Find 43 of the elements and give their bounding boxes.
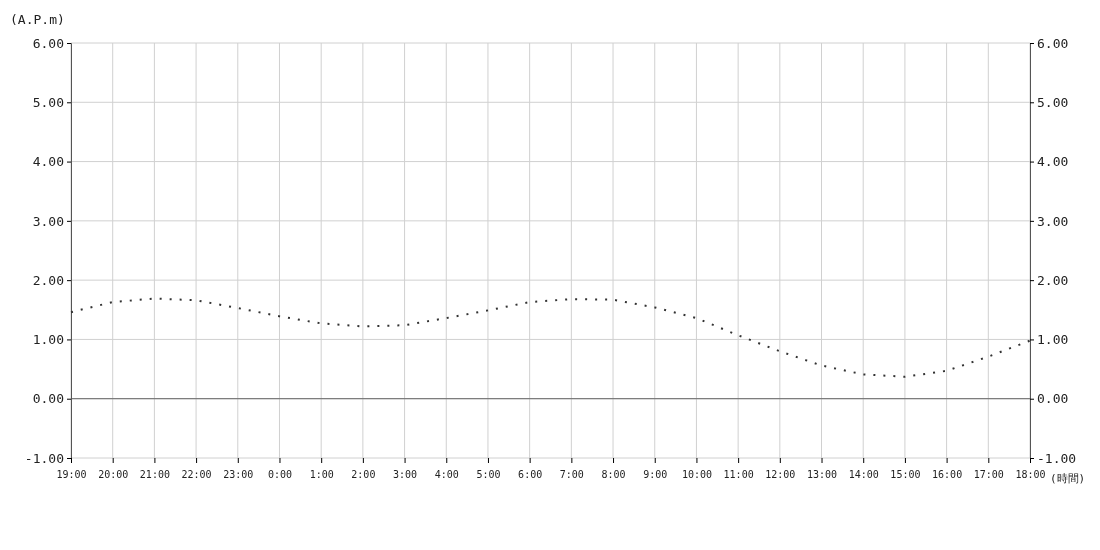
x-tick-label: 13:00 [806, 469, 838, 480]
x-tick-label: 7:00 [559, 469, 584, 480]
x-tick-label: 3:00 [393, 469, 418, 480]
y2-tick-label: 4.00 [1037, 154, 1069, 170]
x-tick-label: 8:00 [601, 469, 626, 480]
y2-tick-label: 1.00 [1037, 332, 1069, 348]
x-tick-label: 23:00 [223, 469, 254, 480]
x-tick-label: 2:00 [351, 469, 376, 480]
x-tick-label: 20:00 [98, 469, 129, 480]
x-tick-label: 0:00 [267, 469, 293, 480]
x-tick-label: 6:00 [518, 469, 543, 480]
x-tick-label: 4:00 [434, 469, 459, 480]
y-tick-label: 5.00 [32, 94, 64, 110]
line-series [70, 297, 1031, 378]
x-tick-label: 11:00 [723, 469, 754, 480]
x-tick-label: 1:00 [309, 469, 334, 480]
y-tick-label: 3.00 [32, 213, 64, 229]
x-tick-label: 9:00 [643, 469, 668, 480]
y2-tick-label: 3.00 [1037, 213, 1069, 229]
y-tick-label: -1.00 [24, 450, 64, 466]
y-tick-label: 1.00 [32, 332, 64, 348]
y-tick-label: 4.00 [32, 154, 64, 170]
y2-tick-label: 0.00 [1037, 391, 1069, 407]
y2-tick-label: 6.00 [1037, 35, 1069, 51]
y2-tick-label: -1.00 [1037, 450, 1077, 466]
y2-tick-label: 5.00 [1037, 94, 1069, 110]
x-axis-title: (時間) [1050, 472, 1086, 485]
x-tick-label: 19:00 [56, 469, 87, 480]
x-tick-label: 16:00 [932, 469, 963, 480]
y2-tick-label: 2.00 [1037, 272, 1069, 288]
x-tick-label: 5:00 [476, 469, 501, 480]
y-tick-label: 6.00 [32, 35, 64, 51]
x-tick-label: 22:00 [181, 469, 212, 480]
x-tick-label: 18:00 [1015, 469, 1046, 480]
x-tick-label: 15:00 [890, 469, 921, 480]
x-tick-label: 10:00 [681, 469, 712, 480]
x-tick-label: 12:00 [765, 469, 796, 480]
y-axis-title: (A.P.m) [10, 12, 65, 27]
x-tick-label: 21:00 [139, 469, 170, 480]
y-tick-label: 0.00 [32, 391, 64, 407]
x-tick-label: 17:00 [973, 469, 1004, 480]
y-tick-label: 2.00 [32, 272, 64, 288]
x-tick-label: 14:00 [848, 469, 879, 480]
